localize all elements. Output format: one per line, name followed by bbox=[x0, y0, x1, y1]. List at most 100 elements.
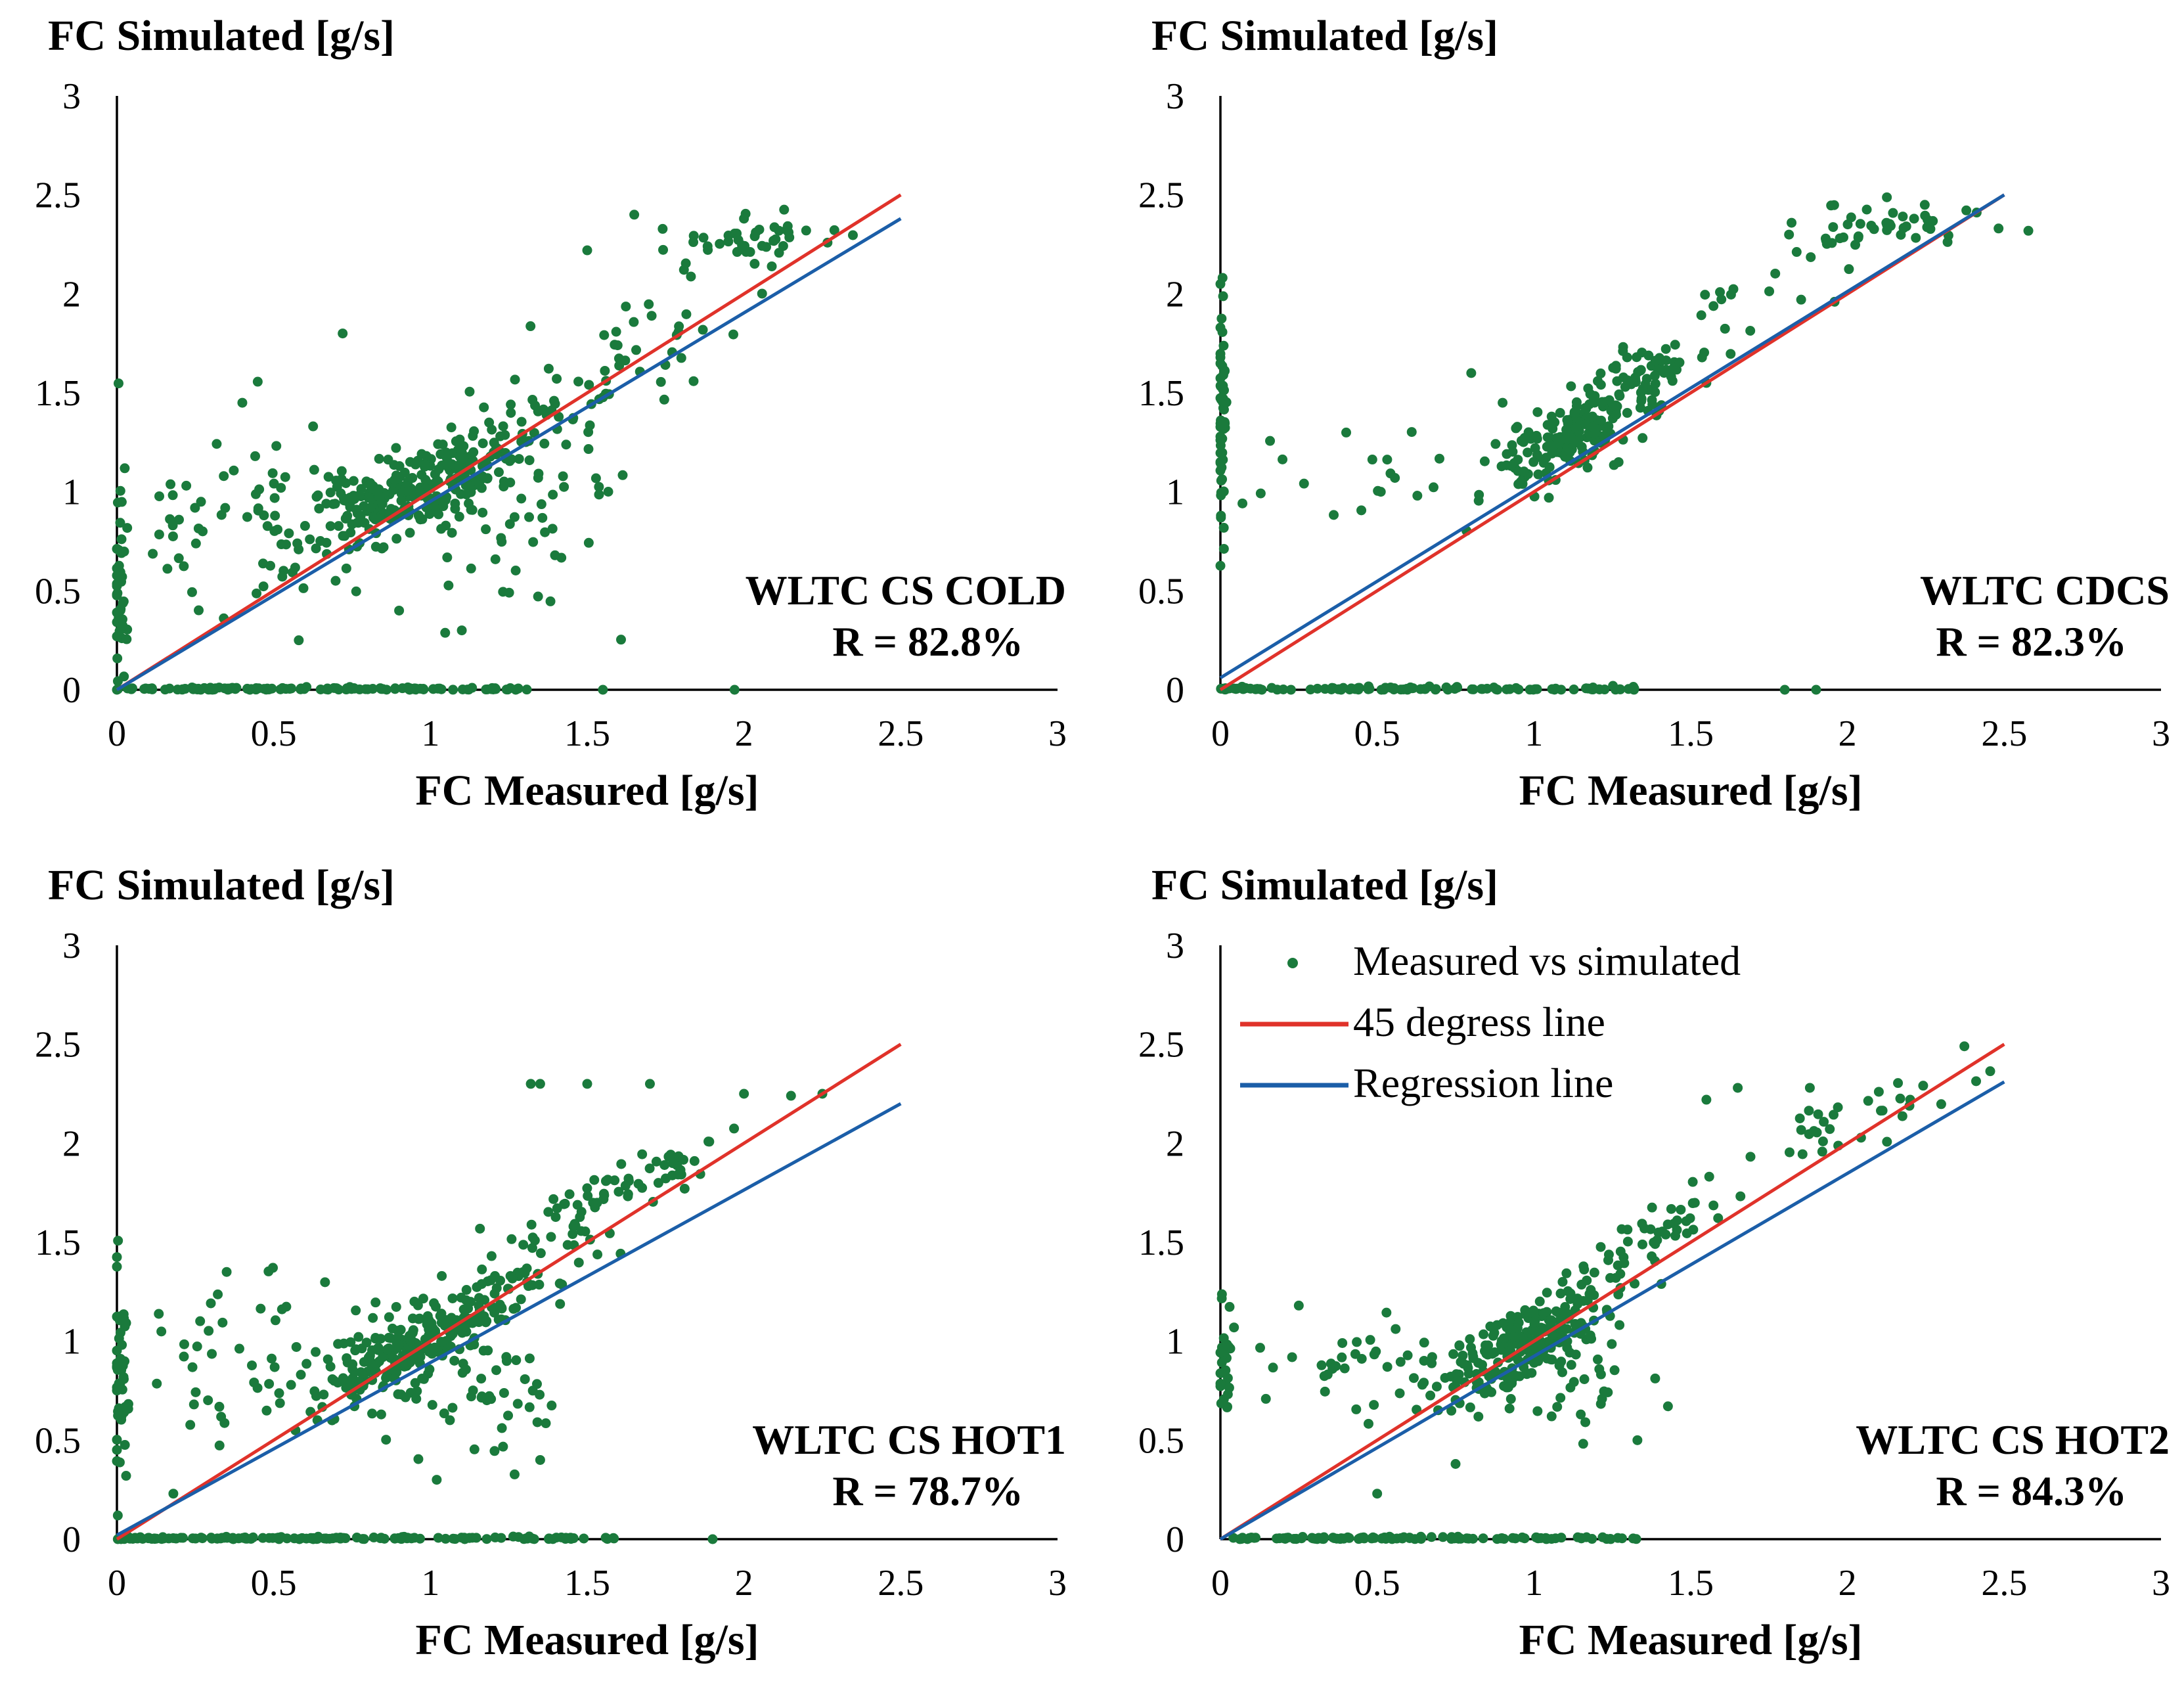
data-point bbox=[590, 1202, 600, 1213]
panel-cs-hot1: FC Simulated [g/s] 0 0.5 1 1.5 2 2.5 3 0 0.5 1 1.5 2… bbox=[35, 861, 1067, 1664]
data-point bbox=[1373, 485, 1383, 496]
data-point bbox=[1994, 223, 2004, 234]
data-point bbox=[1450, 1458, 1461, 1469]
data-point bbox=[1618, 372, 1629, 382]
y-axis-title: FC Simulated [g/s] bbox=[1151, 12, 1498, 60]
data-point bbox=[460, 1364, 471, 1375]
data-point bbox=[1555, 1393, 1566, 1403]
legend-marker-points bbox=[1287, 958, 1298, 968]
data-point bbox=[1503, 1382, 1513, 1393]
data-point bbox=[382, 1371, 392, 1382]
data-point bbox=[1650, 355, 1660, 366]
data-point bbox=[1581, 403, 1592, 414]
data-point bbox=[1825, 1124, 1835, 1135]
data-point bbox=[1631, 1534, 1641, 1544]
x-tick-label: 0 bbox=[1211, 1563, 1230, 1604]
data-point bbox=[1220, 1365, 1231, 1376]
data-point bbox=[1512, 1323, 1523, 1334]
data-point bbox=[1215, 393, 1226, 403]
y-tick-label: 1 bbox=[62, 1322, 81, 1362]
scatter-series bbox=[1215, 192, 2034, 695]
data-point bbox=[1544, 493, 1554, 503]
data-point bbox=[1715, 287, 1726, 298]
data-point bbox=[570, 1221, 581, 1231]
data-point bbox=[1215, 358, 1226, 369]
data-point bbox=[458, 1304, 469, 1314]
data-point bbox=[1835, 233, 1845, 244]
data-point bbox=[190, 1387, 201, 1397]
data-point bbox=[268, 1263, 279, 1273]
r-value-label: R = 82.3% bbox=[1936, 618, 2127, 665]
data-point bbox=[729, 1123, 740, 1134]
data-point bbox=[1547, 448, 1557, 459]
data-point bbox=[468, 447, 479, 457]
data-point bbox=[1666, 1203, 1676, 1214]
data-point bbox=[1452, 1375, 1462, 1385]
data-point bbox=[1596, 415, 1607, 426]
data-point bbox=[330, 575, 341, 586]
data-point bbox=[391, 443, 401, 453]
data-point bbox=[254, 683, 264, 694]
data-point bbox=[384, 1332, 394, 1343]
data-point bbox=[1855, 219, 1865, 229]
data-point bbox=[582, 245, 592, 256]
data-point bbox=[411, 1393, 422, 1404]
data-point bbox=[702, 241, 713, 252]
data-point bbox=[1636, 365, 1646, 375]
data-point bbox=[1217, 326, 1228, 337]
data-point bbox=[172, 685, 183, 695]
data-point bbox=[461, 489, 472, 500]
data-point bbox=[112, 570, 122, 581]
data-point bbox=[1483, 1340, 1494, 1351]
data-point bbox=[1218, 1333, 1229, 1343]
data-point bbox=[1662, 1401, 1673, 1412]
data-point bbox=[504, 519, 515, 529]
data-point bbox=[499, 482, 509, 492]
data-point bbox=[769, 235, 779, 246]
data-point bbox=[334, 685, 344, 695]
data-point bbox=[112, 676, 123, 686]
data-point bbox=[1647, 1202, 1657, 1213]
data-point bbox=[487, 683, 497, 693]
data-point bbox=[274, 1388, 284, 1399]
data-point bbox=[469, 1339, 479, 1350]
data-point bbox=[1448, 1349, 1459, 1359]
y-tick-label: 0.5 bbox=[1138, 1420, 1184, 1461]
data-point bbox=[686, 271, 696, 282]
data-point bbox=[545, 596, 556, 606]
data-point bbox=[1505, 461, 1516, 471]
data-point bbox=[1696, 310, 1706, 321]
data-point bbox=[478, 507, 488, 518]
data-point bbox=[146, 1534, 157, 1544]
data-point bbox=[345, 1337, 356, 1347]
data-point bbox=[118, 1372, 129, 1382]
data-point bbox=[524, 1353, 535, 1364]
data-point bbox=[533, 591, 543, 602]
data-point bbox=[277, 683, 288, 693]
data-point bbox=[118, 621, 128, 631]
data-point bbox=[1479, 456, 1490, 466]
data-point bbox=[221, 1267, 232, 1277]
data-point bbox=[1572, 1293, 1583, 1304]
x-axis-title: FC Measured [g/s] bbox=[1519, 767, 1862, 815]
regression-line bbox=[116, 1102, 902, 1537]
data-point bbox=[253, 503, 263, 514]
data-point bbox=[407, 1328, 418, 1338]
data-point bbox=[1603, 1249, 1614, 1260]
data-point bbox=[511, 1355, 522, 1366]
x-axis-title: FC Measured [g/s] bbox=[415, 767, 759, 815]
data-point bbox=[353, 1332, 364, 1342]
data-point bbox=[363, 493, 374, 503]
data-point bbox=[1419, 1378, 1429, 1388]
data-point bbox=[179, 1339, 189, 1349]
data-point bbox=[1465, 1402, 1475, 1412]
data-point bbox=[468, 1385, 478, 1396]
data-point bbox=[271, 441, 282, 451]
data-point bbox=[256, 1303, 266, 1314]
legend-entry-points: Measured vs simulated bbox=[1287, 937, 1741, 984]
data-point bbox=[250, 451, 260, 461]
data-point bbox=[1488, 682, 1499, 692]
data-point bbox=[1335, 1534, 1345, 1544]
data-point bbox=[1638, 433, 1648, 443]
data-point bbox=[583, 1190, 593, 1201]
